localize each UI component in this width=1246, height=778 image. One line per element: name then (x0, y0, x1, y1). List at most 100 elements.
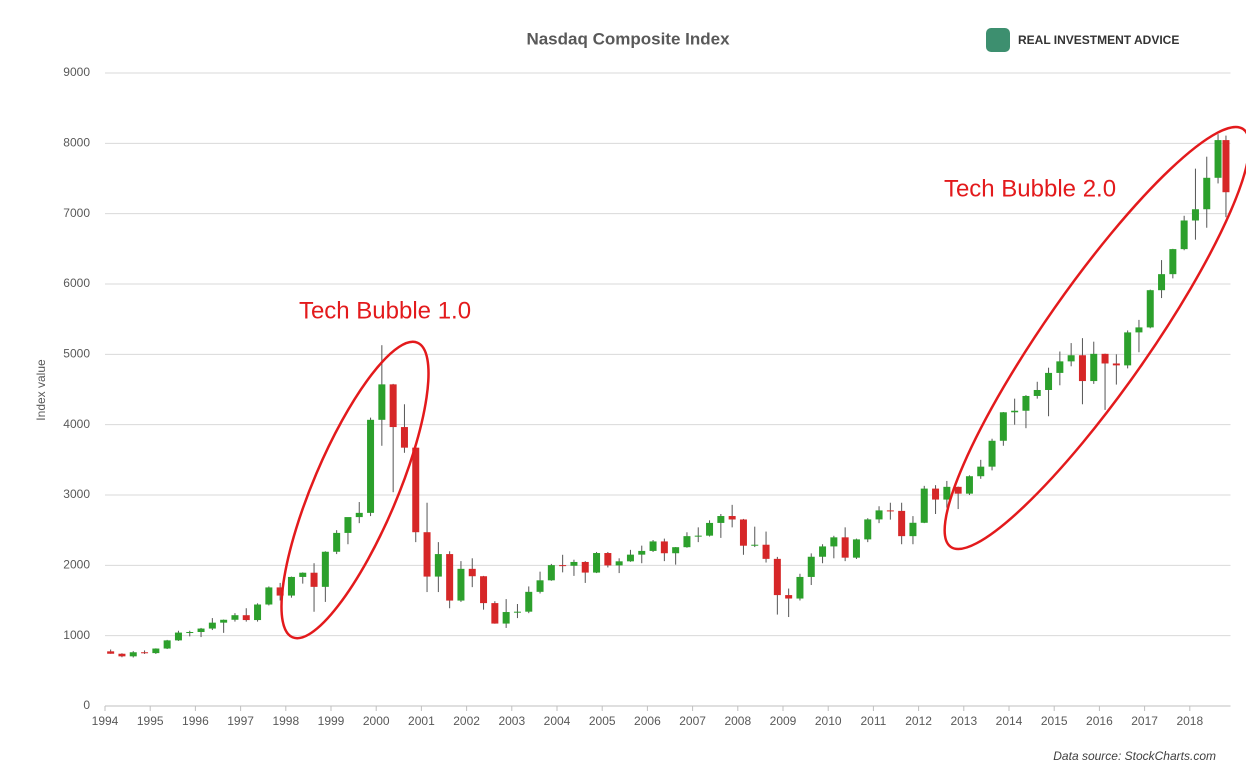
candle-body (525, 591, 533, 612)
x-tick-label: 2018 (1176, 714, 1203, 728)
y-tick-label: 0 (83, 698, 90, 712)
x-tick-label: 2010 (815, 714, 842, 728)
candle-body (875, 510, 883, 520)
candle-body (1078, 355, 1086, 382)
x-tick-label: 2013 (950, 714, 977, 728)
candle-body (909, 522, 917, 537)
candle-body (728, 516, 736, 520)
candle-body (559, 565, 567, 567)
candle-body (739, 519, 747, 546)
x-tick-label: 2014 (996, 714, 1023, 728)
candle-body (683, 536, 691, 548)
candle-body (706, 522, 714, 536)
candle-body (660, 541, 668, 554)
y-tick-label: 8000 (63, 136, 90, 150)
candle-body (604, 553, 612, 566)
candle-body (886, 510, 894, 512)
candle-body (1180, 220, 1188, 250)
candle-body (1135, 327, 1143, 333)
x-tick-label: 2005 (589, 714, 616, 728)
brand-logo: REAL INVESTMENT ADVICE (986, 28, 1179, 52)
candle-body (276, 587, 284, 596)
x-tick-label: 2006 (634, 714, 661, 728)
x-tick-label: 1999 (318, 714, 345, 728)
x-tick-label: 2011 (860, 714, 886, 728)
candle-body (242, 615, 250, 621)
candle-body (1011, 410, 1019, 413)
candle-body (344, 517, 352, 533)
x-tick-label: 2017 (1131, 714, 1158, 728)
y-tick-label: 1000 (63, 628, 90, 642)
candle-body (898, 510, 906, 537)
y-tick-label: 4000 (63, 417, 90, 431)
grid: 0 1000 2000 3000 4000 5000 6000 7000 8000 9000 199… (63, 65, 1231, 728)
candle-body (1067, 355, 1075, 362)
candle-body (287, 576, 295, 596)
candle-body (807, 556, 815, 577)
candle-body (1214, 140, 1222, 178)
candle-body (254, 604, 262, 621)
y-tick-label: 3000 (63, 487, 90, 501)
candle-body (920, 488, 928, 523)
x-tick-label: 1995 (137, 714, 164, 728)
candle-body (965, 476, 973, 494)
y-tick-label: 9000 (63, 65, 90, 79)
candle-body (785, 595, 793, 599)
candle-body (208, 622, 216, 629)
candle-body (1158, 274, 1166, 291)
x-tick-label: 2008 (724, 714, 751, 728)
candle-body (231, 615, 239, 620)
candle-body (581, 561, 589, 573)
candle-body (321, 551, 329, 587)
candle-body (502, 612, 510, 624)
candle-body (129, 652, 137, 657)
x-tick-label: 2001 (408, 714, 435, 728)
candle-body (830, 537, 838, 547)
x-tick-label: 2012 (905, 714, 932, 728)
candle-body (141, 652, 149, 654)
x-tick-label: 1998 (272, 714, 299, 728)
x-tick-label: 2009 (770, 714, 797, 728)
chart-title: Nasdaq Composite Index (526, 29, 730, 48)
brand-name: REAL INVESTMENT ADVICE (1018, 33, 1179, 47)
candle-body (1022, 395, 1030, 411)
candle-body (988, 440, 996, 467)
x-tick-label: 2000 (363, 714, 390, 728)
candle-body (107, 651, 115, 654)
x-tick-label: 2003 (498, 714, 525, 728)
candle-body (1191, 209, 1199, 221)
candle-body (118, 653, 126, 657)
candle-body (412, 447, 420, 533)
candle-body (841, 537, 849, 558)
candle-body (480, 576, 488, 604)
candle-body (163, 640, 171, 649)
candle-body (626, 554, 634, 562)
candle-body (389, 384, 397, 428)
candle-body (152, 648, 160, 654)
x-tick-label: 2016 (1086, 714, 1113, 728)
candle-body (1203, 177, 1211, 210)
candle-body (547, 565, 555, 581)
x-tick-label: 2002 (453, 714, 480, 728)
highlight-ellipse (280, 340, 430, 640)
candle-body (1112, 363, 1120, 366)
candle-body (400, 427, 408, 448)
candle-body (1222, 140, 1230, 193)
candle-body (434, 554, 442, 577)
candle-body (751, 544, 759, 546)
candle-body (570, 561, 578, 566)
candle-body (491, 603, 499, 624)
candle-body (536, 580, 544, 592)
x-tick-label: 2004 (544, 714, 571, 728)
candle-body (1146, 290, 1154, 328)
candle-body (762, 544, 770, 559)
candle-body (819, 546, 827, 557)
highlight-ellipse (943, 125, 1246, 551)
candle-body (932, 488, 940, 500)
candle-body (717, 516, 725, 523)
candle-body (638, 550, 646, 555)
candle-body (220, 619, 228, 623)
candle-body (954, 486, 962, 494)
x-tick-label: 1996 (182, 714, 209, 728)
logo-icon (986, 28, 1010, 52)
